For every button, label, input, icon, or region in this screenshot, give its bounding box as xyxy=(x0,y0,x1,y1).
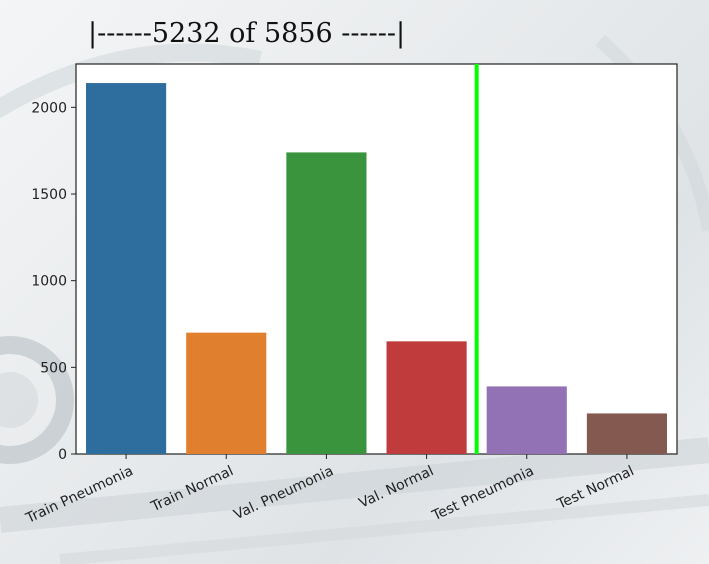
bars-group xyxy=(86,83,667,455)
x-tick-label: Test Normal xyxy=(554,463,637,513)
y-tick-label: 1500 xyxy=(31,187,67,203)
y-tick-label: 500 xyxy=(40,360,67,376)
x-tick-label: Train Normal xyxy=(148,463,236,515)
y-tick-label: 0 xyxy=(58,447,67,463)
x-tick-label: Test Pneumonia xyxy=(429,463,536,524)
bar-val-pneumonia xyxy=(286,152,367,454)
y-axis: 0 500 1000 1500 2000 xyxy=(31,100,76,463)
bar-test-pneumonia xyxy=(486,386,567,454)
bar-train-normal xyxy=(186,332,267,454)
bar-test-normal xyxy=(586,413,667,454)
bar-train-pneumonia xyxy=(86,83,167,455)
plot-area xyxy=(75,63,678,455)
bar-val-normal xyxy=(386,341,467,454)
x-tick-label: Val. Normal xyxy=(357,463,437,512)
y-tick-label: 2000 xyxy=(31,100,67,116)
x-tick-label: Train Pneumonia xyxy=(23,463,136,527)
x-tick-label: Val. Pneumonia xyxy=(231,463,336,523)
chart-title: |------5232 of 5856 ------| xyxy=(88,18,405,49)
y-tick-label: 1000 xyxy=(31,274,67,290)
